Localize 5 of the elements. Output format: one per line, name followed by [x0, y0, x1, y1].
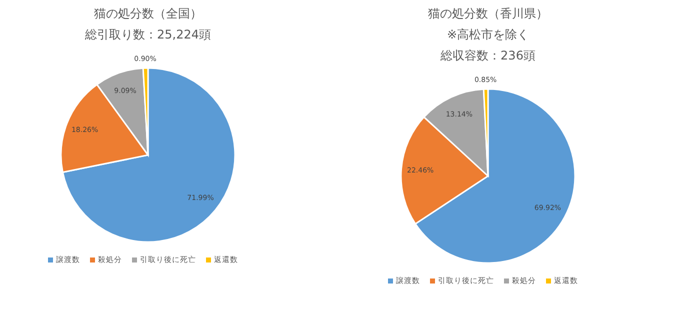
- subtitle: ※高松市を除く: [446, 27, 530, 42]
- subtitle: 総引取り数：25,224頭: [85, 27, 211, 42]
- title: 猫の処分数（全国）: [94, 6, 202, 20]
- title: 猫の処分数（香川県）: [428, 6, 548, 20]
- annotation: 総収容数：236頭: [440, 48, 536, 62]
